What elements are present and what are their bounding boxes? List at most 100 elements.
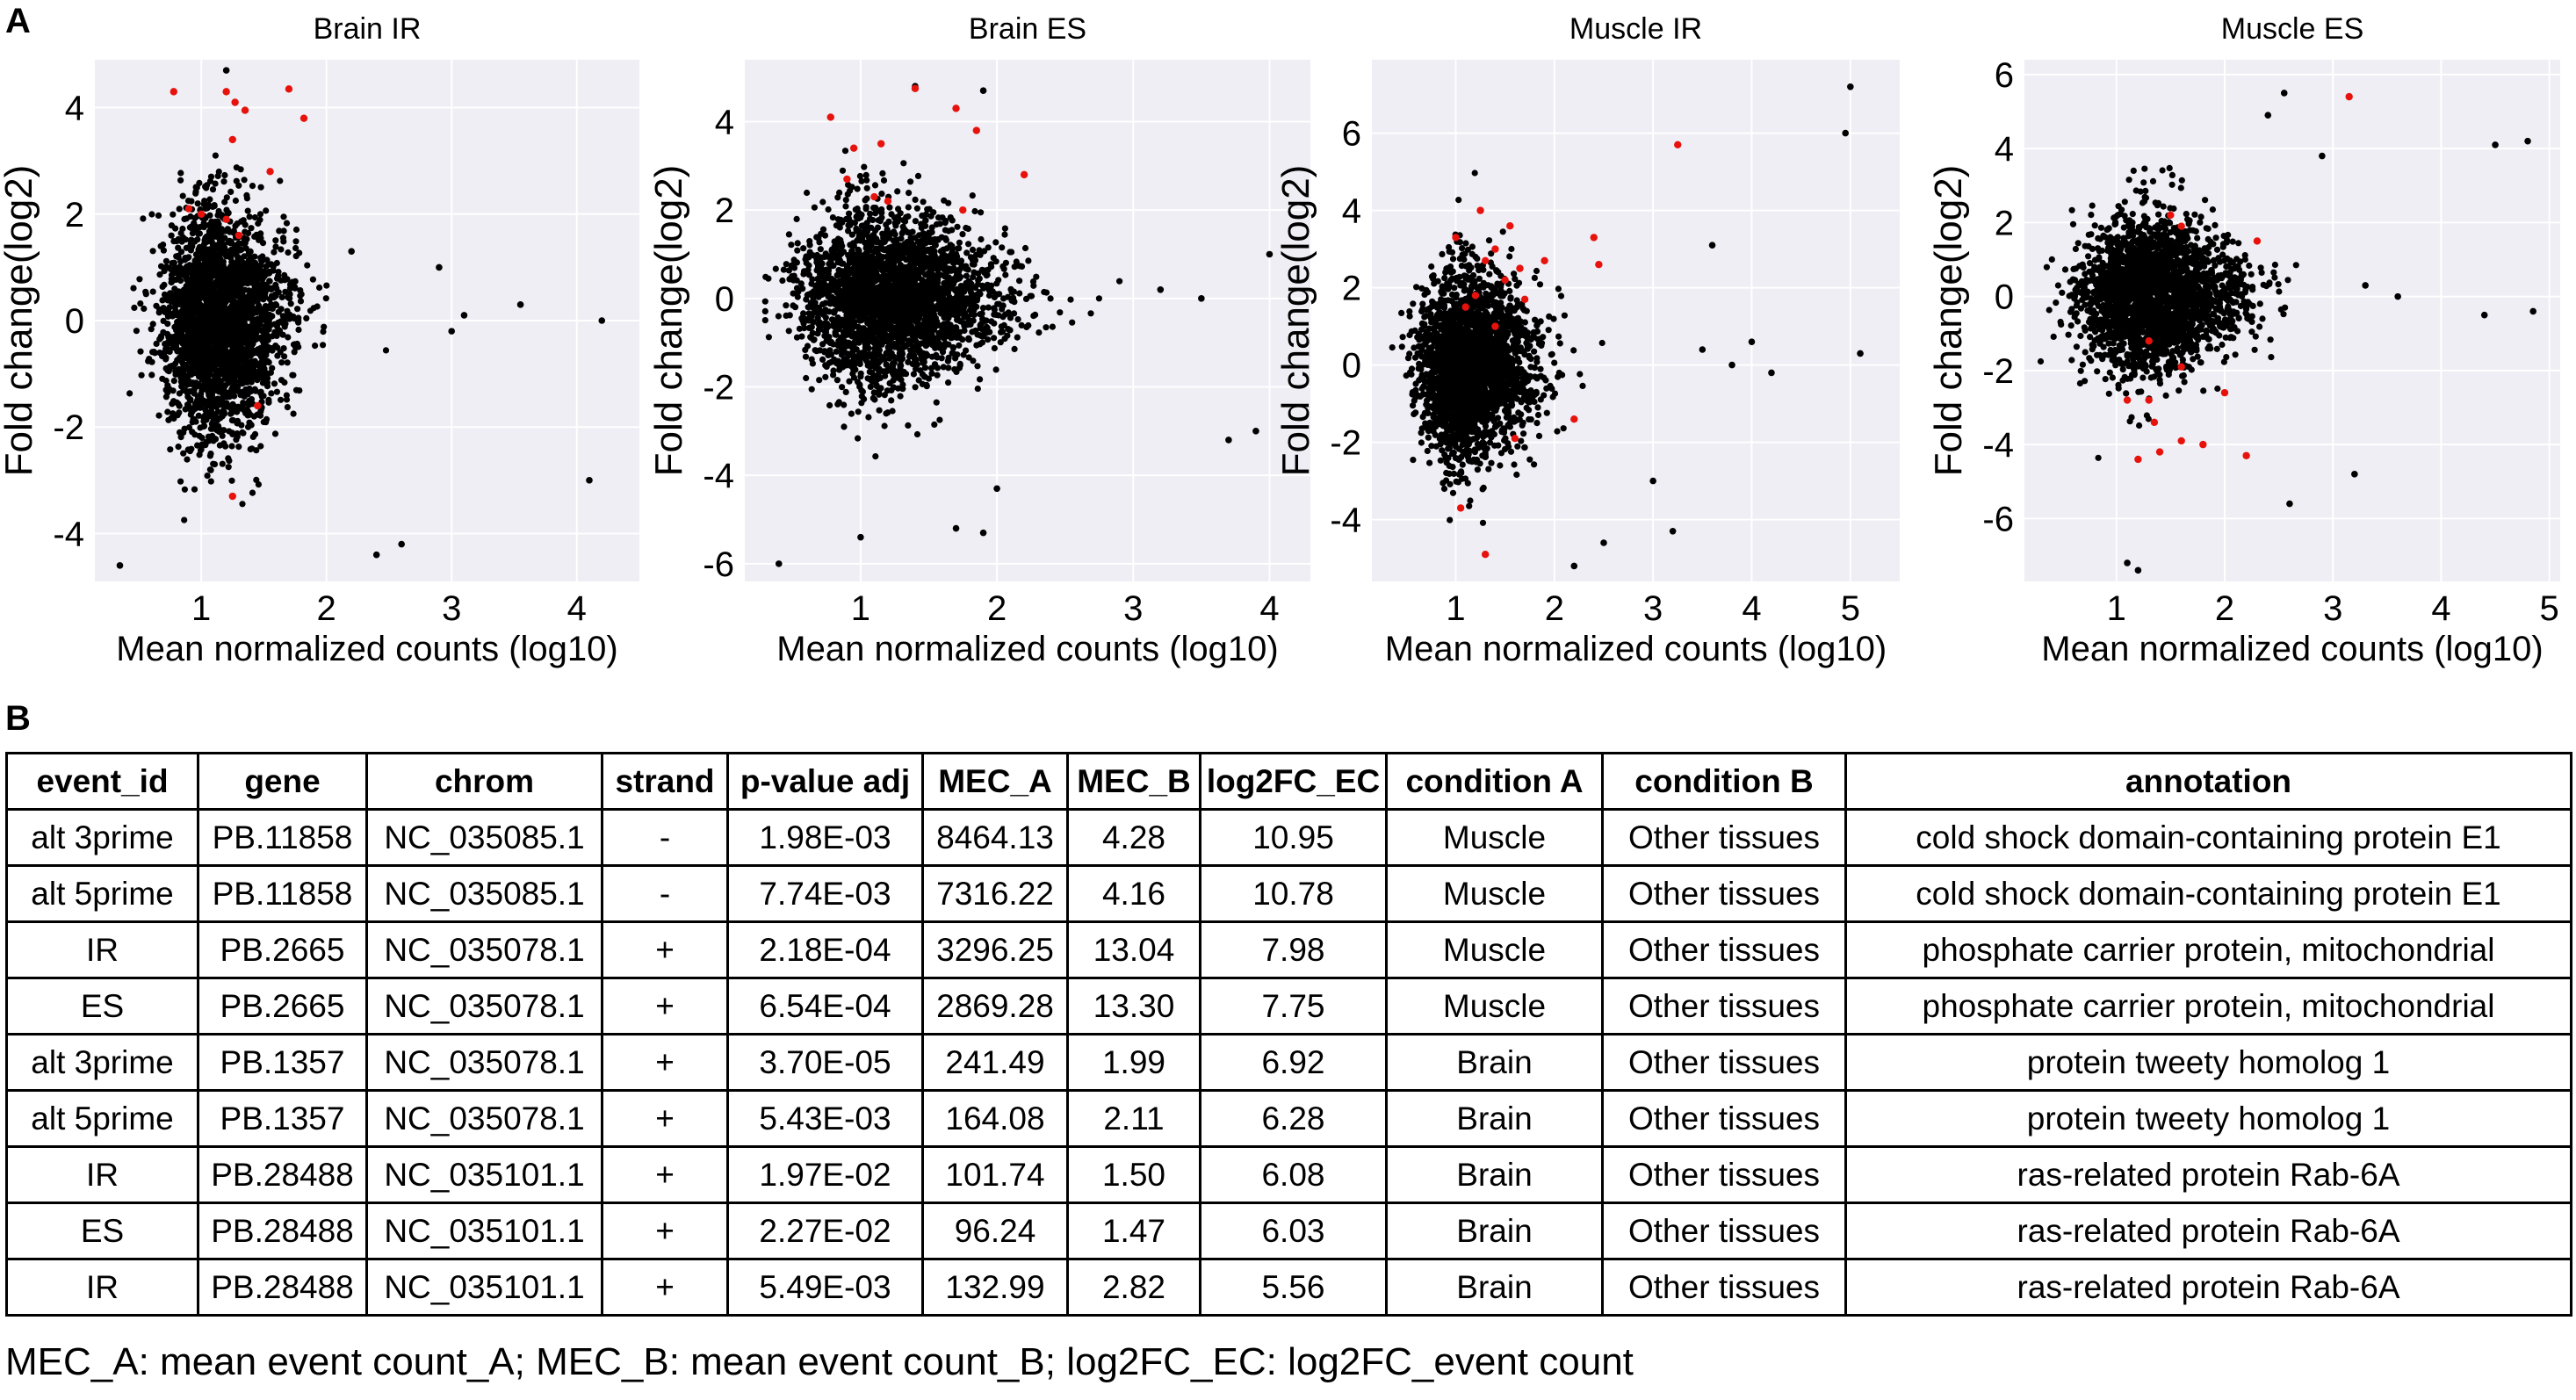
data-point bbox=[793, 215, 800, 222]
data-point bbox=[271, 430, 279, 437]
data-point bbox=[164, 408, 171, 415]
data-point bbox=[295, 326, 302, 334]
data-point bbox=[228, 477, 235, 484]
data-point bbox=[920, 198, 927, 206]
data-point bbox=[209, 425, 216, 432]
data-point bbox=[761, 317, 768, 324]
data-point bbox=[136, 276, 143, 283]
data-point bbox=[290, 283, 298, 290]
data-point bbox=[874, 376, 881, 383]
data-point bbox=[181, 486, 188, 493]
data-point bbox=[854, 206, 861, 213]
x-tick-label: 3 bbox=[1123, 589, 1143, 628]
data-point bbox=[896, 346, 904, 353]
data-point bbox=[242, 372, 249, 379]
data-point bbox=[888, 397, 895, 404]
data-point bbox=[206, 177, 214, 184]
data-point bbox=[244, 379, 251, 386]
data-point bbox=[215, 335, 222, 342]
data-point bbox=[177, 170, 184, 177]
data-point bbox=[237, 299, 244, 307]
data-point bbox=[881, 422, 888, 429]
data-point bbox=[201, 401, 208, 408]
data-point bbox=[790, 272, 797, 279]
data-point bbox=[914, 172, 922, 179]
data-point bbox=[182, 354, 189, 362]
data-point bbox=[239, 429, 246, 436]
data-point bbox=[173, 238, 180, 245]
data-point bbox=[1021, 244, 1029, 252]
data-point bbox=[990, 255, 997, 262]
data-point bbox=[831, 279, 838, 286]
data-point bbox=[856, 383, 863, 390]
outlier-point bbox=[448, 328, 456, 335]
data-point bbox=[162, 377, 170, 385]
data-point bbox=[206, 466, 213, 473]
data-point bbox=[881, 312, 888, 319]
data-point bbox=[126, 390, 133, 397]
data-point bbox=[206, 246, 213, 253]
data-point bbox=[223, 206, 230, 213]
data-point bbox=[193, 285, 200, 292]
data-point bbox=[809, 360, 817, 367]
data-point bbox=[898, 376, 905, 383]
data-point bbox=[863, 195, 870, 202]
significant-point bbox=[285, 85, 293, 93]
data-point bbox=[220, 304, 227, 311]
data-point bbox=[1007, 249, 1014, 256]
data-point bbox=[257, 327, 264, 334]
data-point bbox=[184, 279, 191, 286]
data-point bbox=[172, 276, 179, 283]
data-point bbox=[209, 186, 217, 193]
data-point bbox=[805, 262, 812, 269]
data-point bbox=[889, 360, 897, 367]
data-point bbox=[252, 336, 260, 343]
data-point bbox=[871, 182, 879, 189]
data-point bbox=[181, 516, 188, 523]
data-point bbox=[806, 242, 813, 249]
data-point bbox=[954, 351, 961, 358]
significant-point bbox=[254, 401, 262, 410]
data-point bbox=[238, 305, 245, 312]
data-point bbox=[936, 416, 943, 423]
data-point bbox=[194, 309, 201, 316]
outlier-point bbox=[372, 551, 380, 559]
data-point bbox=[263, 207, 270, 214]
data-point bbox=[999, 244, 1006, 251]
data-point bbox=[295, 319, 302, 326]
data-point bbox=[191, 224, 198, 231]
data-point bbox=[969, 246, 977, 253]
data-point bbox=[804, 343, 812, 350]
data-point bbox=[196, 451, 203, 458]
data-point bbox=[148, 372, 155, 379]
data-point bbox=[804, 189, 811, 197]
data-point bbox=[950, 265, 957, 272]
data-point bbox=[160, 317, 167, 324]
data-point bbox=[913, 361, 920, 368]
data-point bbox=[195, 358, 202, 365]
data-point bbox=[877, 305, 884, 312]
data-point bbox=[266, 304, 273, 312]
data-point bbox=[174, 412, 181, 419]
data-point bbox=[316, 284, 323, 292]
data-point bbox=[175, 401, 182, 408]
data-point bbox=[235, 379, 242, 386]
data-point bbox=[190, 415, 197, 423]
data-point bbox=[149, 288, 156, 295]
outlier-point bbox=[116, 562, 124, 569]
data-point bbox=[281, 321, 288, 328]
data-point bbox=[803, 374, 810, 382]
data-point bbox=[172, 371, 179, 378]
data-point bbox=[1035, 329, 1043, 336]
data-point bbox=[179, 192, 186, 199]
data-point bbox=[225, 464, 232, 471]
data-point bbox=[196, 243, 203, 250]
data-point bbox=[230, 291, 237, 299]
data-point bbox=[278, 396, 285, 403]
data-point bbox=[237, 392, 244, 399]
data-point bbox=[239, 289, 246, 296]
data-point bbox=[194, 236, 201, 243]
data-point bbox=[195, 230, 202, 237]
data-point bbox=[998, 328, 1005, 336]
data-point bbox=[182, 386, 189, 393]
